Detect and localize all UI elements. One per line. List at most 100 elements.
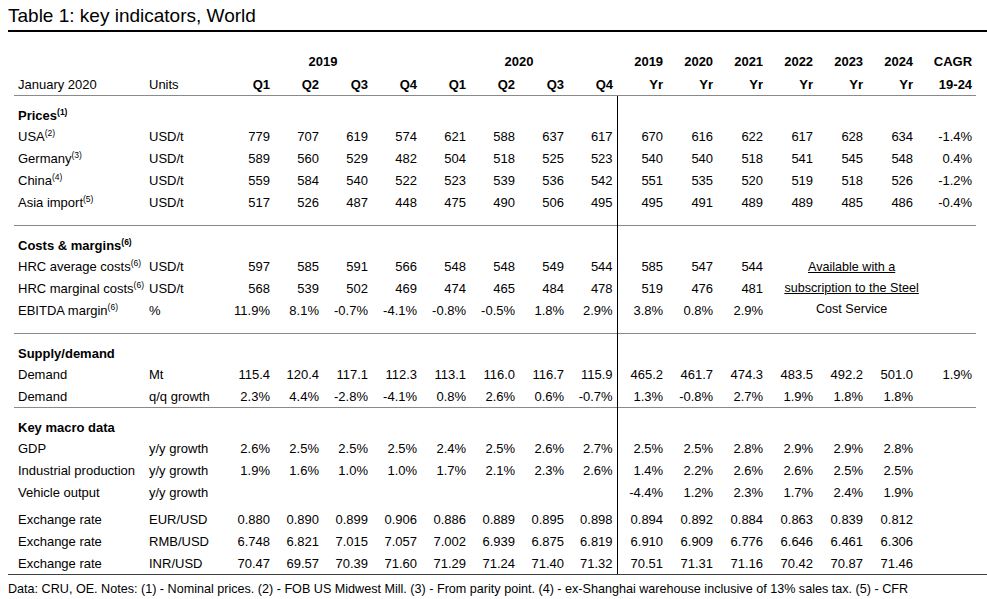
empty-cell — [867, 334, 917, 364]
row-units: y/y growth — [145, 437, 225, 459]
q2-2020-header: Q2 — [470, 70, 519, 96]
footnote-marker: (2) — [45, 127, 55, 137]
value-cell: 779 — [225, 125, 274, 147]
subscription-link[interactable]: Available with asubscription to the Stee… — [767, 255, 976, 321]
value-cell: 476 — [667, 277, 717, 299]
empty-cell — [867, 96, 917, 126]
value-cell: -0.5% — [470, 299, 519, 321]
footnote-marker: (6) — [121, 237, 131, 247]
value-cell: -4.4% — [617, 481, 667, 503]
value-cell: 2.4% — [817, 481, 867, 503]
empty-cell — [817, 334, 867, 364]
row-units: % — [145, 299, 225, 321]
empty-cell — [767, 226, 817, 256]
empty-cell — [717, 226, 767, 256]
table-row — [14, 213, 976, 226]
section-header: Prices(1) — [14, 96, 145, 126]
value-cell: 2.6% — [568, 459, 617, 481]
spacer-cell — [519, 321, 568, 334]
table-row: HRC average costs(6)USD/t597585591566548… — [14, 255, 976, 277]
row-units: RMB/USD — [145, 530, 225, 552]
value-cell: 1.8% — [817, 385, 867, 408]
empty-cell — [667, 226, 717, 256]
value-cell: 6.819 — [568, 530, 617, 552]
value-cell: 69.57 — [274, 552, 323, 574]
value-cell: 0.812 — [867, 508, 917, 530]
yr-header: Yr — [867, 70, 917, 96]
q1-2020-header: Q1 — [421, 70, 470, 96]
row-label: Demand — [14, 385, 145, 408]
empty-cell — [568, 408, 617, 438]
row-units: y/y growth — [145, 481, 225, 503]
empty-cell — [470, 96, 519, 126]
value-cell: 551 — [617, 169, 667, 191]
value-cell: 3.8% — [617, 299, 667, 321]
yr-header: Yr — [817, 70, 867, 96]
section-header: Key macro data — [14, 408, 145, 438]
value-cell: 548 — [470, 255, 519, 277]
spacer-cell — [225, 321, 274, 334]
value-cell: 1.2% — [667, 481, 717, 503]
value-cell: 540 — [617, 147, 667, 169]
value-cell: 487 — [323, 191, 372, 213]
value-cell: 585 — [617, 255, 667, 277]
value-cell: 637 — [519, 125, 568, 147]
value-cell: 1.6% — [274, 459, 323, 481]
table-row: Demandq/q growth2.3%4.4%-2.8%-4.1%0.8%2.… — [14, 385, 976, 408]
value-cell — [917, 437, 976, 459]
value-cell: 486 — [867, 191, 917, 213]
value-cell: 2.6% — [519, 437, 568, 459]
table-row: Exchange rateRMB/USD6.7486.8217.0157.057… — [14, 530, 976, 552]
value-cell: 504 — [421, 147, 470, 169]
value-cell: 2.9% — [568, 299, 617, 321]
value-cell: 525 — [519, 147, 568, 169]
table-row: Germany(3)USD/t5895605294825045185255235… — [14, 147, 976, 169]
value-cell: 495 — [568, 191, 617, 213]
empty-cell — [421, 226, 470, 256]
value-cell: 71.31 — [667, 552, 717, 574]
value-cell: 6.909 — [667, 530, 717, 552]
spacer-cell — [274, 213, 323, 226]
value-cell: 2.5% — [274, 437, 323, 459]
header-group-row: 2019 2020 2019 2020 2021 2022 2023 2024 … — [14, 32, 976, 70]
indicators-table: 2019 2020 2019 2020 2021 2022 2023 2024 … — [14, 32, 976, 574]
value-cell: 526 — [274, 191, 323, 213]
empty-cell — [767, 334, 817, 364]
value-cell: -1.4% — [917, 125, 976, 147]
footnote-line: Data: CRU, OE. Notes: (1) - Nominal pric… — [8, 579, 987, 599]
year-col-2021: 2021 — [717, 32, 767, 70]
value-cell: -0.4% — [917, 191, 976, 213]
row-units: USD/t — [145, 277, 225, 299]
empty-cell — [323, 96, 372, 126]
empty-cell — [421, 408, 470, 438]
value-cell: 536 — [519, 169, 568, 191]
value-cell: 523 — [421, 169, 470, 191]
value-cell: 566 — [372, 255, 421, 277]
value-cell — [917, 530, 976, 552]
value-cell: 115.4 — [225, 363, 274, 385]
empty-cell — [145, 334, 225, 364]
value-cell — [917, 385, 976, 408]
value-cell: 526 — [867, 169, 917, 191]
value-cell: 6.776 — [717, 530, 767, 552]
empty-cell — [717, 408, 767, 438]
table-row — [14, 321, 976, 334]
empty-cell — [421, 334, 470, 364]
table-row: GDPy/y growth2.6%2.5%2.5%2.5%2.4%2.5%2.6… — [14, 437, 976, 459]
value-cell: 474 — [421, 277, 470, 299]
year-col-2023: 2023 — [817, 32, 867, 70]
footnotes: Data: CRU, OE. Notes: (1) - Nominal pric… — [8, 574, 987, 599]
value-cell: 2.9% — [767, 437, 817, 459]
value-cell: 11.9% — [225, 299, 274, 321]
value-cell: 591 — [323, 255, 372, 277]
value-cell — [917, 459, 976, 481]
spacer-cell — [470, 213, 519, 226]
value-cell: 7.057 — [372, 530, 421, 552]
value-cell: 501.0 — [867, 363, 917, 385]
spacer-cell — [372, 213, 421, 226]
row-units: USD/t — [145, 191, 225, 213]
year-col-2024: 2024 — [867, 32, 917, 70]
row-units: EUR/USD — [145, 508, 225, 530]
empty-cell — [568, 96, 617, 126]
value-cell: 0.899 — [323, 508, 372, 530]
